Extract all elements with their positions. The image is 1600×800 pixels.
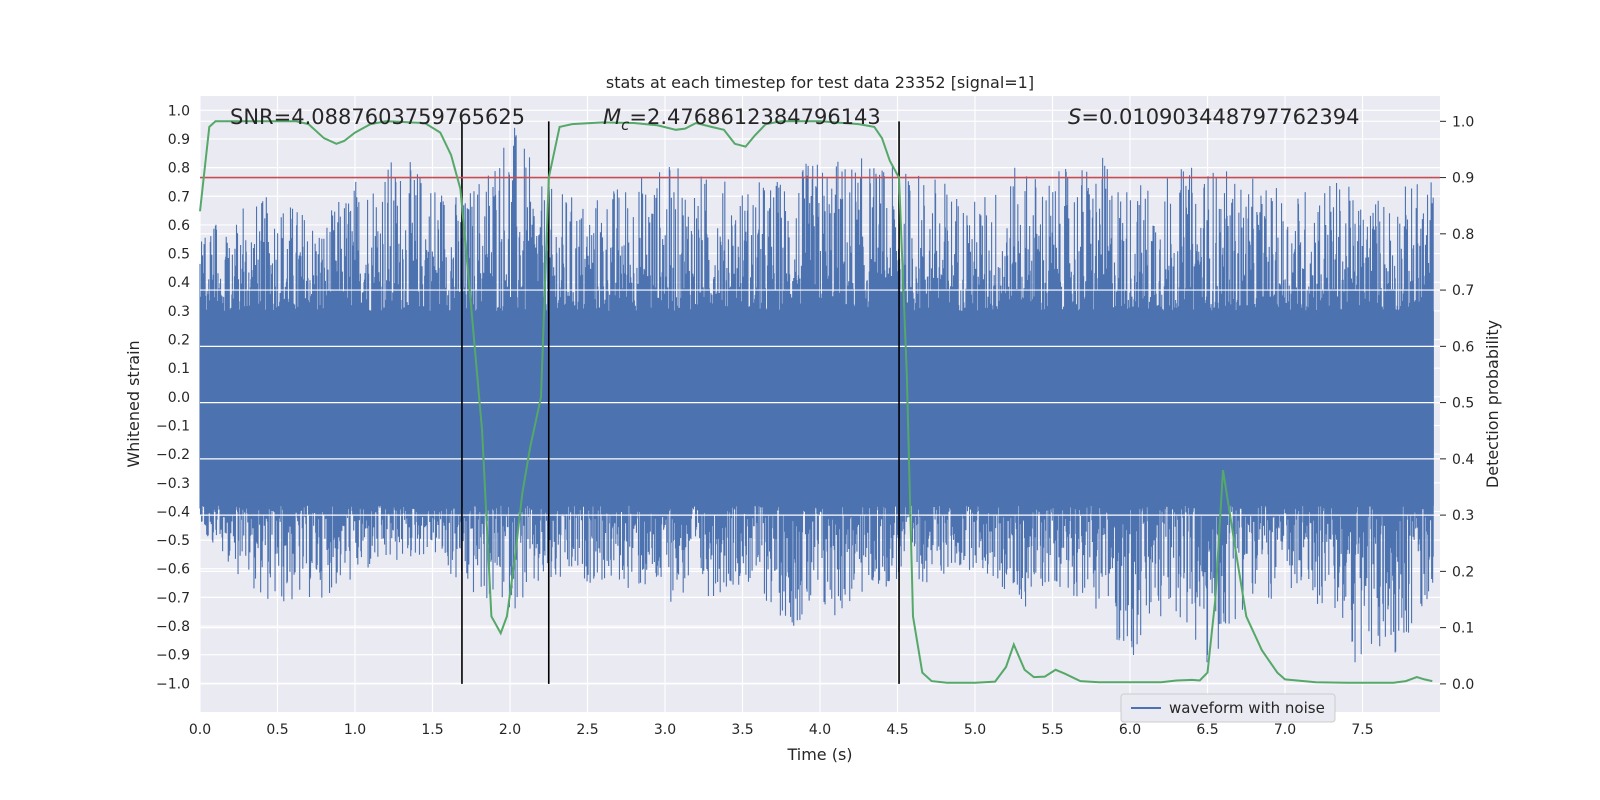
x-axis-label: Time (s)	[786, 745, 852, 764]
y-tick-label: −0.5	[156, 533, 190, 549]
y-right-tick-label: 0.6	[1452, 339, 1474, 355]
y-tick-label: −0.9	[156, 648, 190, 664]
x-tick-label: 4.5	[886, 722, 908, 738]
y-right-tick-label: 0.7	[1452, 283, 1474, 299]
y-tick-label: 0.4	[168, 275, 190, 291]
y-tick-label: −0.4	[156, 504, 190, 520]
s-value: =0.010903448797762394	[1081, 105, 1359, 129]
y-right-tick-label: 0.9	[1452, 171, 1474, 187]
y-tick-label: 0.7	[168, 189, 190, 205]
y-tick-label: −0.8	[156, 619, 190, 635]
legend: waveform with noise	[1120, 693, 1336, 723]
chart-title: stats at each timestep for test data 233…	[606, 73, 1034, 92]
y-tick-label: −0.3	[156, 476, 190, 492]
legend-label: waveform with noise	[1169, 699, 1325, 717]
x-tick-label: 6.5	[1196, 722, 1218, 738]
y-tick-label: −0.2	[156, 447, 190, 463]
y-right-tick-label: 0.4	[1452, 452, 1474, 468]
x-tick-label: 0.5	[266, 722, 288, 738]
x-tick-label: 0.0	[189, 722, 211, 738]
snr-value: =4.0887603759765625	[274, 105, 525, 129]
y-right-tick-label: 0.1	[1452, 621, 1474, 637]
y-tick-label: −0.6	[156, 562, 190, 578]
legend-box	[1120, 693, 1336, 723]
y-tick-label: 0.8	[168, 161, 190, 177]
y-tick-label: 0.9	[168, 132, 190, 148]
y-axis-label: Whitened strain	[124, 340, 143, 467]
y-tick-label: 0.5	[168, 247, 190, 263]
x-tick-label: 3.5	[731, 722, 753, 738]
snr-prefix: SNR	[230, 105, 274, 129]
snr-annotation: SNR=4.0887603759765625	[230, 105, 525, 129]
y-tick-label: −0.1	[156, 418, 190, 434]
mc-value: =2.4768612384796143	[629, 105, 880, 129]
mc-subscript: c	[621, 116, 630, 134]
y-right-tick-label: 0.2	[1452, 564, 1474, 580]
x-tick-label: 1.0	[344, 722, 366, 738]
x-tick-label: 4.0	[809, 722, 831, 738]
y-axis-ticks: 1.0 0.9 0.8 0.7 0.6 0.5 0.4 0.3 0.2 0.1 0.0 −0.1 −0.…	[156, 103, 190, 692]
x-tick-label: 5.0	[964, 722, 986, 738]
x-axis-ticks: 0.0 0.5 1.0 1.5 2.0 2.5 3.0 3.5 4.0 4.5 5.0 5.5 6.0 6…	[189, 722, 1374, 738]
x-tick-label: 1.5	[421, 722, 443, 738]
y-tick-label: 0.3	[168, 304, 190, 320]
x-tick-label: 2.0	[499, 722, 521, 738]
y-right-tick-label: 0.3	[1452, 508, 1474, 524]
y-tick-label: 0.2	[168, 333, 190, 349]
x-tick-label: 7.0	[1274, 722, 1296, 738]
y-tick-label: 1.0	[168, 103, 190, 119]
y-tick-label: −0.7	[156, 590, 190, 606]
s-annotation: S=0.010903448797762394	[1068, 105, 1359, 129]
s-symbol: S	[1068, 105, 1081, 129]
waveform-series	[199, 127, 1440, 663]
x-tick-label: 2.5	[576, 722, 598, 738]
x-tick-label: 3.0	[654, 722, 676, 738]
y-right-tick-label: 0.5	[1452, 396, 1474, 412]
y-right-tick-label: 0.8	[1452, 227, 1474, 243]
probability-series	[199, 120, 1433, 684]
mc-annotation: Mc=2.4768612384796143	[603, 105, 881, 134]
y-axis-right-ticks: 1.0 0.9 0.8 0.7 0.6 0.5 0.4 0.3 0.2 0.1 0.0	[1440, 114, 1474, 693]
y-tick-label: −1.0	[156, 676, 190, 692]
y-axis-right-label: Detection probability	[1483, 320, 1502, 488]
probability-line	[199, 120, 1433, 684]
y-tick-label: 0.6	[168, 218, 190, 234]
x-tick-label: 6.0	[1119, 722, 1141, 738]
x-tick-label: 5.5	[1041, 722, 1063, 738]
waveform-core-band	[200, 310, 1434, 506]
y-right-tick-label: 1.0	[1452, 114, 1474, 130]
y-tick-label: 0.0	[168, 390, 190, 406]
y-right-tick-label: 0.0	[1452, 677, 1474, 693]
x-tick-label: 7.5	[1351, 722, 1373, 738]
y-tick-label: 0.1	[168, 361, 190, 377]
mc-symbol: M	[603, 105, 621, 129]
